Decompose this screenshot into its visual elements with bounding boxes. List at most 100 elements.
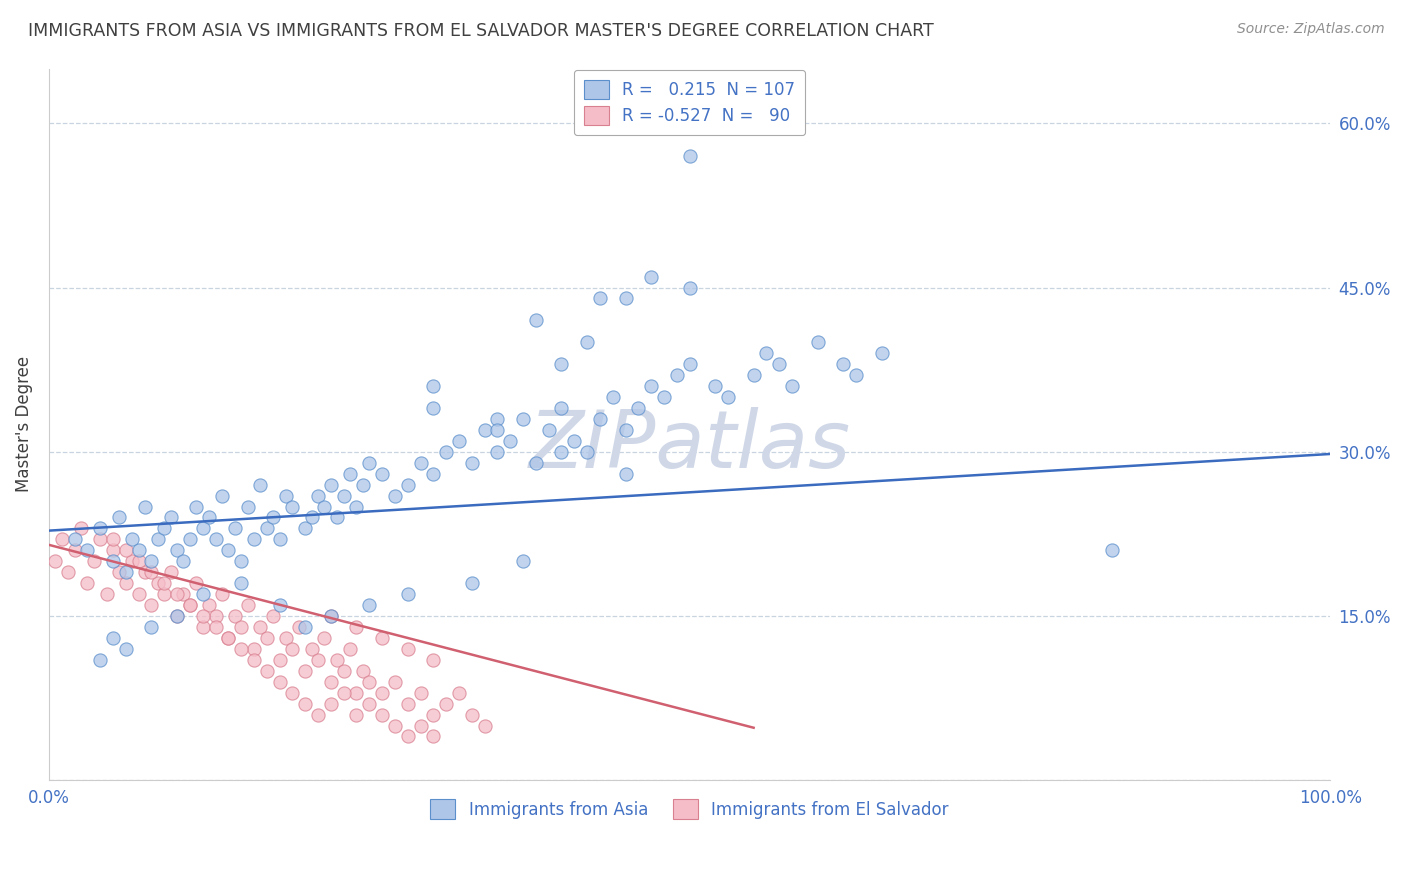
Point xyxy=(870,346,893,360)
Point xyxy=(589,412,612,426)
Point xyxy=(173,554,195,568)
Point xyxy=(204,533,226,547)
Point xyxy=(384,718,406,732)
Text: IMMIGRANTS FROM ASIA VS IMMIGRANTS FROM EL SALVADOR MASTER'S DEGREE CORRELATION : IMMIGRANTS FROM ASIA VS IMMIGRANTS FROM … xyxy=(28,22,934,40)
Point xyxy=(294,620,316,634)
Point xyxy=(76,576,98,591)
Point xyxy=(191,587,214,601)
Point xyxy=(576,444,599,458)
Point xyxy=(101,543,124,558)
Point xyxy=(146,576,169,591)
Point xyxy=(614,292,637,306)
Point xyxy=(346,620,368,634)
Point xyxy=(486,444,509,458)
Point xyxy=(576,335,599,350)
Point xyxy=(422,653,444,667)
Point xyxy=(602,390,624,404)
Point xyxy=(422,707,444,722)
Point xyxy=(396,730,419,744)
Point xyxy=(249,477,271,491)
Point xyxy=(499,434,522,448)
Point xyxy=(550,401,572,415)
Point xyxy=(56,566,79,580)
Point xyxy=(678,357,700,371)
Point xyxy=(474,423,496,437)
Point xyxy=(231,620,253,634)
Point xyxy=(243,653,266,667)
Point xyxy=(371,631,394,645)
Point xyxy=(44,554,66,568)
Point xyxy=(319,697,342,711)
Point xyxy=(319,674,342,689)
Point xyxy=(166,609,188,624)
Point xyxy=(269,674,291,689)
Point xyxy=(474,718,496,732)
Point xyxy=(166,543,188,558)
Point xyxy=(204,620,226,634)
Point xyxy=(198,598,221,612)
Point xyxy=(121,533,143,547)
Point xyxy=(191,609,214,624)
Point xyxy=(614,423,637,437)
Point xyxy=(179,598,201,612)
Point xyxy=(186,576,208,591)
Point xyxy=(159,510,181,524)
Point xyxy=(274,489,297,503)
Point xyxy=(307,707,329,722)
Point xyxy=(224,609,246,624)
Point xyxy=(294,697,316,711)
Point xyxy=(512,412,534,426)
Point xyxy=(134,500,156,514)
Point xyxy=(832,357,855,371)
Point xyxy=(236,500,259,514)
Point xyxy=(128,543,150,558)
Point xyxy=(332,686,354,700)
Point xyxy=(319,609,342,624)
Point xyxy=(153,587,176,601)
Point xyxy=(173,587,195,601)
Point xyxy=(339,641,361,656)
Point xyxy=(243,641,266,656)
Point xyxy=(562,434,585,448)
Point xyxy=(51,533,73,547)
Point xyxy=(269,598,291,612)
Point xyxy=(243,533,266,547)
Point xyxy=(665,368,688,383)
Point xyxy=(128,554,150,568)
Point xyxy=(339,467,361,481)
Point xyxy=(807,335,830,350)
Point xyxy=(396,697,419,711)
Point xyxy=(371,686,394,700)
Point xyxy=(269,653,291,667)
Point xyxy=(101,554,124,568)
Point xyxy=(128,587,150,601)
Point xyxy=(231,576,253,591)
Point xyxy=(422,467,444,481)
Point xyxy=(314,500,336,514)
Point xyxy=(281,641,304,656)
Point xyxy=(115,543,138,558)
Point xyxy=(359,456,381,470)
Point xyxy=(281,686,304,700)
Point xyxy=(396,477,419,491)
Text: ZIPatlas: ZIPatlas xyxy=(529,407,851,484)
Point xyxy=(101,533,124,547)
Point xyxy=(153,576,176,591)
Point xyxy=(371,467,394,481)
Point xyxy=(179,598,201,612)
Point xyxy=(76,543,98,558)
Point xyxy=(211,489,233,503)
Point xyxy=(256,521,278,535)
Point xyxy=(141,554,163,568)
Point xyxy=(108,566,131,580)
Point xyxy=(294,664,316,678)
Point xyxy=(524,456,547,470)
Point xyxy=(224,521,246,535)
Point xyxy=(742,368,765,383)
Point xyxy=(346,707,368,722)
Text: Source: ZipAtlas.com: Source: ZipAtlas.com xyxy=(1237,22,1385,37)
Point xyxy=(768,357,790,371)
Point xyxy=(537,423,560,437)
Point xyxy=(461,707,484,722)
Point xyxy=(96,587,118,601)
